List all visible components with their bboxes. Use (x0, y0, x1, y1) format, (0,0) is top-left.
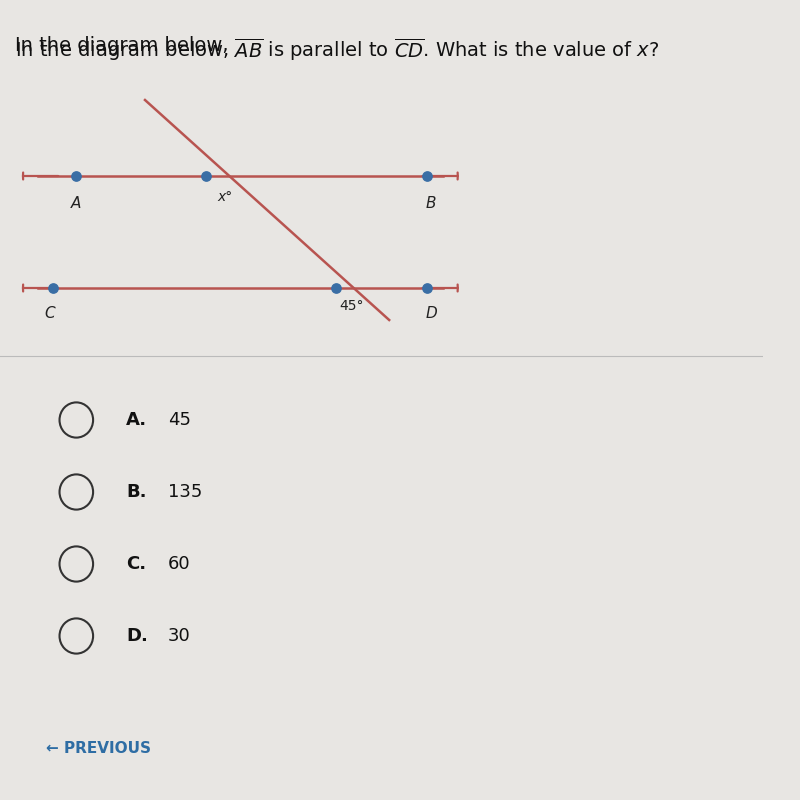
Text: 45: 45 (168, 411, 191, 429)
Text: In the diagram below,: In the diagram below, (15, 36, 235, 55)
Point (200, 170, 213, 182)
Text: 135: 135 (168, 483, 202, 501)
Text: C: C (44, 306, 55, 321)
Text: x°: x° (218, 190, 233, 204)
Text: D: D (426, 306, 437, 321)
Text: 45°: 45° (339, 299, 364, 313)
Text: A: A (71, 196, 82, 211)
Text: 60: 60 (168, 555, 190, 573)
Text: 30: 30 (168, 627, 190, 645)
Text: In the diagram below, $\overline{AB}$ is parallel to $\overline{CD}$. What is th: In the diagram below, $\overline{AB}$ is… (15, 36, 660, 63)
Text: B.: B. (126, 483, 146, 501)
Point (421, 170, 434, 182)
Text: ← PREVIOUS: ← PREVIOUS (46, 741, 150, 756)
Point (421, 282, 434, 294)
Point (47, 282, 60, 294)
Text: C.: C. (126, 555, 146, 573)
Text: D.: D. (126, 627, 148, 645)
Point (70, 170, 82, 182)
Text: A.: A. (126, 411, 147, 429)
Text: B: B (426, 196, 437, 211)
Point (330, 282, 342, 294)
